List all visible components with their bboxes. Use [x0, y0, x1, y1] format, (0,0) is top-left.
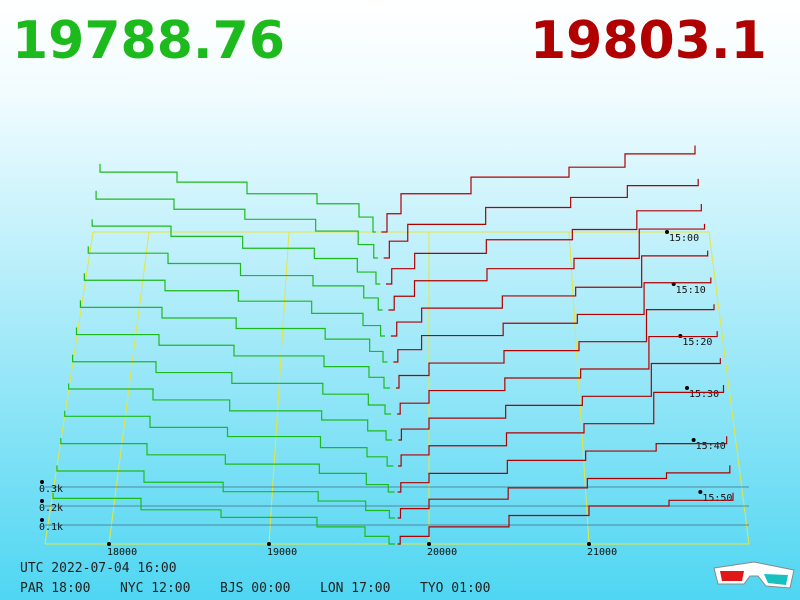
tick-mark [267, 542, 271, 546]
ask-depth [393, 277, 712, 363]
bid-depth [95, 190, 378, 259]
grid-right-edge [708, 231, 750, 545]
bid-depth [91, 219, 381, 285]
utc-time: UTC 2022-07-04 16:00 [20, 561, 177, 576]
ask-depth [388, 223, 706, 311]
z-tick-label: 15:00 [669, 233, 699, 244]
ask-depth [381, 145, 696, 233]
bid-depth [71, 354, 392, 415]
tick-mark [691, 438, 696, 442]
clock: PAR 18:00 [20, 581, 90, 596]
ask-depth [397, 465, 731, 519]
ask-depth [397, 331, 718, 415]
z-tick-label: 15:30 [689, 389, 719, 400]
tick-mark [40, 499, 44, 503]
tick-mark [40, 480, 44, 484]
ask-price: 19803.1 [530, 11, 767, 71]
x-tick-label: 21000 [587, 547, 617, 558]
clock: LON 17:00 [320, 581, 390, 596]
x-tick-label: 19000 [267, 547, 297, 558]
y-tick-label: 0.2k [39, 503, 63, 514]
ask-depth [398, 358, 721, 441]
clock: BJS 00:00 [220, 581, 290, 596]
tick-mark [587, 542, 591, 546]
z-tick-label: 15:20 [682, 337, 712, 348]
ask-depth [383, 178, 699, 259]
z-tick-label: 15:40 [696, 441, 726, 452]
ask-depth [397, 436, 728, 493]
grid-line [568, 231, 590, 545]
bid-price: 19788.76 [12, 11, 285, 71]
bid-depth [87, 246, 383, 311]
bid-depth [68, 383, 393, 441]
x-tick-label: 20000 [427, 547, 457, 558]
ask-depth [397, 492, 734, 545]
tick-mark [427, 542, 431, 546]
grid-line [108, 231, 150, 545]
plot: 18000 19000 20000 21000 0.1k 0.2k 0.3k 15:00 15:… [39, 145, 750, 558]
ask-depth [386, 204, 702, 285]
tick-mark [665, 230, 669, 234]
bid-depth [60, 438, 395, 493]
ask-depth [390, 250, 709, 337]
bid-depth [56, 465, 395, 519]
tick-mark [40, 518, 44, 522]
ask-depth [398, 385, 725, 467]
tick-mark [698, 490, 703, 494]
bid-depth [83, 273, 385, 337]
clock: TYO 01:00 [420, 581, 490, 596]
x-tick-label: 18000 [107, 547, 137, 558]
z-tick-label: 15:10 [676, 285, 706, 296]
y-tick-label: 0.3k [39, 484, 63, 495]
bid-depth [64, 410, 394, 467]
y-tick-label: 0.1k [39, 522, 63, 533]
bid-depth [99, 163, 376, 233]
ask-depth [396, 304, 715, 389]
z-tick-label: 15:50 [702, 493, 732, 504]
tick-mark [107, 542, 111, 546]
clocks: PAR 18:00 NYC 12:00 BJS 00:00 LON 17:00 TYO … [20, 581, 490, 596]
bid-depth [52, 492, 396, 545]
tick-mark [685, 386, 689, 390]
bid-depth [79, 300, 388, 363]
glasses-icon [713, 561, 795, 589]
clock: NYC 12:00 [120, 581, 190, 596]
bid-depth [75, 327, 390, 389]
